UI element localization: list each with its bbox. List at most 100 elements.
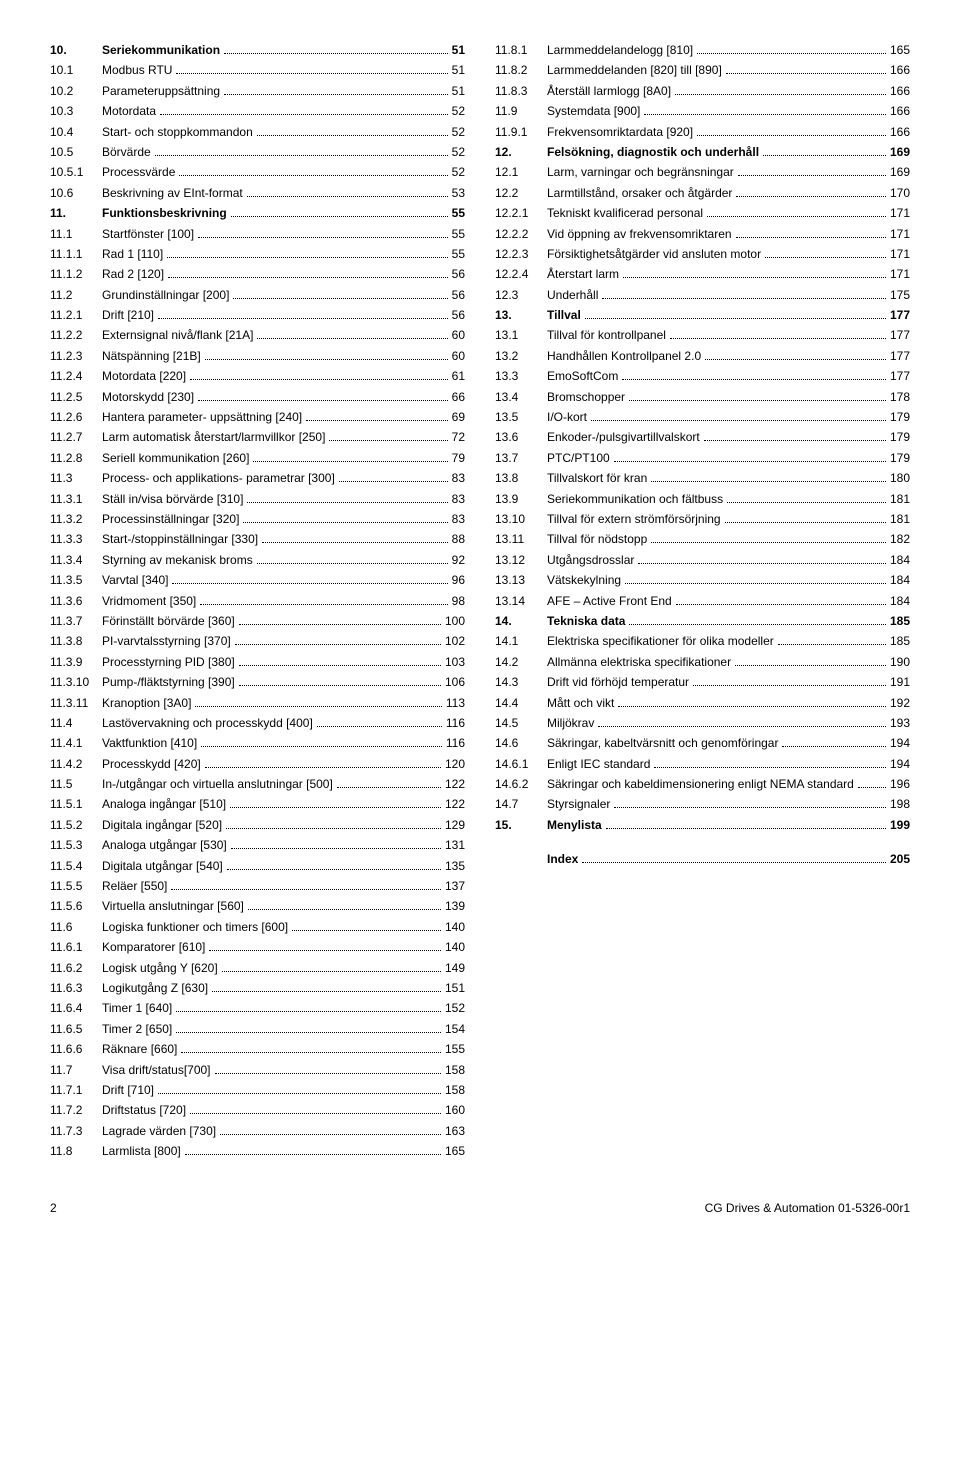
toc-entry-page: 182 — [890, 529, 910, 549]
toc-entry-label: Vätskekylning — [547, 570, 621, 590]
toc-row: 11.3.3Start-/stoppinställningar [330]88 — [50, 529, 465, 549]
toc-row: 13.13Vätskekylning184 — [495, 570, 910, 590]
toc-entry-label: Visa drift/status[700] — [102, 1060, 211, 1080]
toc-leader-dots — [224, 94, 448, 95]
toc-leader-dots — [598, 726, 886, 727]
toc-entry-page: 66 — [452, 387, 465, 407]
toc-entry-number: 11.2.7 — [50, 427, 102, 447]
toc-entry-label: Logikutgång Z [630] — [102, 978, 208, 998]
toc-entry-page: 60 — [452, 325, 465, 345]
toc-entry-number: 11.1.1 — [50, 244, 102, 264]
toc-row: 11.3.9Processtyrning PID [380]103 — [50, 652, 465, 672]
toc-leader-dots — [602, 298, 886, 299]
toc-entry-number: 11.2.5 — [50, 387, 102, 407]
toc-entry-label: Logisk utgång Y [620] — [102, 958, 218, 978]
toc-entry-page: 55 — [452, 244, 465, 264]
toc-entry-page: 205 — [890, 849, 910, 869]
toc-entry-number: 14.6.1 — [495, 754, 547, 774]
toc-row: 11.7.2Driftstatus [720]160 — [50, 1100, 465, 1120]
toc-leader-dots — [172, 583, 447, 584]
toc-row: 11.6.6Räknare [660]155 — [50, 1039, 465, 1059]
toc-entry-label: Funktionsbeskrivning — [102, 203, 227, 223]
toc-leader-dots — [582, 862, 886, 863]
toc-entry-page: 53 — [452, 183, 465, 203]
toc-entry-label: Rad 1 [110] — [102, 244, 163, 264]
toc-leader-dots — [329, 440, 447, 441]
toc-entry-page: 170 — [890, 183, 910, 203]
toc-leader-dots — [651, 481, 886, 482]
toc-entry-number: 14.2 — [495, 652, 547, 672]
toc-entry-number: 11.8.2 — [495, 60, 547, 80]
toc-row: 11.5.4Digitala utgångar [540]135 — [50, 856, 465, 876]
toc-entry-label: Tillvalskort för kran — [547, 468, 647, 488]
toc-entry-page: 83 — [452, 468, 465, 488]
toc-entry-label: Bromschopper — [547, 387, 625, 407]
toc-row: 15.Menylista199 — [495, 815, 910, 835]
toc-row: 14.Tekniska data185 — [495, 611, 910, 631]
page-footer: 2 CG Drives & Automation 01-5326-00r1 — [50, 1201, 910, 1215]
toc-entry-label: Styrsignaler — [547, 794, 610, 814]
toc-leader-dots — [625, 583, 886, 584]
toc-entry-page: 120 — [445, 754, 465, 774]
toc-entry-page: 175 — [890, 285, 910, 305]
toc-row: 11.7.3Lagrade värden [730]163 — [50, 1121, 465, 1141]
toc-entry-label: Drift [710] — [102, 1080, 154, 1100]
toc-row: 11.4.2Processkydd [420]120 — [50, 754, 465, 774]
toc-row: 12.2Larmtillstånd, orsaker och åtgärder1… — [495, 183, 910, 203]
toc-entry-label: Hantera parameter- uppsättning [240] — [102, 407, 302, 427]
toc-entry-label: Seriell kommunikation [260] — [102, 448, 249, 468]
toc-leader-dots — [707, 216, 886, 217]
toc-entry-number: 11.6.4 — [50, 998, 102, 1018]
toc-entry-page: 199 — [890, 815, 910, 835]
toc-row: 11.4.1Vaktfunktion [410]116 — [50, 733, 465, 753]
toc-row: 11.6.3Logikutgång Z [630]151 — [50, 978, 465, 998]
toc-entry-page: 140 — [445, 937, 465, 957]
toc-entry-page: 56 — [452, 264, 465, 284]
toc-entry-number: 11.3 — [50, 468, 102, 488]
toc-entry-label: I/O-kort — [547, 407, 587, 427]
toc-entry-number: 11.7 — [50, 1060, 102, 1080]
toc-entry-number: 11.3.7 — [50, 611, 102, 631]
toc-entry-page: 196 — [890, 774, 910, 794]
toc-row: 11.1Startfönster [100]55 — [50, 224, 465, 244]
toc-row: 11.2.8Seriell kommunikation [260]79 — [50, 448, 465, 468]
toc-entry-page: 139 — [445, 896, 465, 916]
toc-leader-dots — [292, 930, 441, 931]
toc-leader-dots — [253, 461, 447, 462]
toc-entry-label: Digitala utgångar [540] — [102, 856, 223, 876]
toc-leader-dots — [622, 379, 886, 380]
toc-row: 13.7PTC/PT100179 — [495, 448, 910, 468]
toc-entry-label: Rad 2 [120] — [102, 264, 164, 284]
toc-entry-label: Säkringar och kabeldimensionering enligt… — [547, 774, 854, 794]
toc-entry-page: 79 — [452, 448, 465, 468]
toc-entry-label: Säkringar, kabeltvärsnitt och genomförin… — [547, 733, 778, 753]
toc-row: 10.3Motordata52 — [50, 101, 465, 121]
toc-leader-dots — [654, 767, 886, 768]
toc-entry-label: Lagrade värden [730] — [102, 1121, 216, 1141]
toc-entry-page: 193 — [890, 713, 910, 733]
toc-entry-page: 179 — [890, 427, 910, 447]
toc-row: 11.2.2Externsignal nivå/flank [21A]60 — [50, 325, 465, 345]
toc-entry-label: Logiska funktioner och timers [600] — [102, 917, 288, 937]
toc-row: 11.3.10Pump-/fläktstyrning [390]106 — [50, 672, 465, 692]
toc-leader-dots — [227, 869, 441, 870]
toc-leader-dots — [176, 1011, 441, 1012]
toc-entry-number: 12. — [495, 142, 547, 162]
toc-leader-dots — [317, 726, 442, 727]
toc-row: 11.2.5Motorskydd [230]66 — [50, 387, 465, 407]
toc-entry-number: 11.3.10 — [50, 672, 102, 692]
toc-entry-number: 11.4.1 — [50, 733, 102, 753]
toc-entry-number: 13.12 — [495, 550, 547, 570]
toc-entry-number: 14.6.2 — [495, 774, 547, 794]
toc-row: 14.6.2Säkringar och kabeldimensionering … — [495, 774, 910, 794]
toc-entry-number: 10.3 — [50, 101, 102, 121]
toc-leader-dots — [185, 1154, 441, 1155]
toc-entry-number: 12.1 — [495, 162, 547, 182]
toc-entry-number: 10. — [50, 40, 102, 60]
toc-entry-page: 181 — [890, 489, 910, 509]
toc-row: 11.8.1Larmmeddelandelogg [810]165 — [495, 40, 910, 60]
toc-leader-dots — [257, 338, 447, 339]
toc-entry-label: Varvtal [340] — [102, 570, 168, 590]
toc-row: 11.Funktionsbeskrivning55 — [50, 203, 465, 223]
toc-leader-dots — [623, 277, 886, 278]
